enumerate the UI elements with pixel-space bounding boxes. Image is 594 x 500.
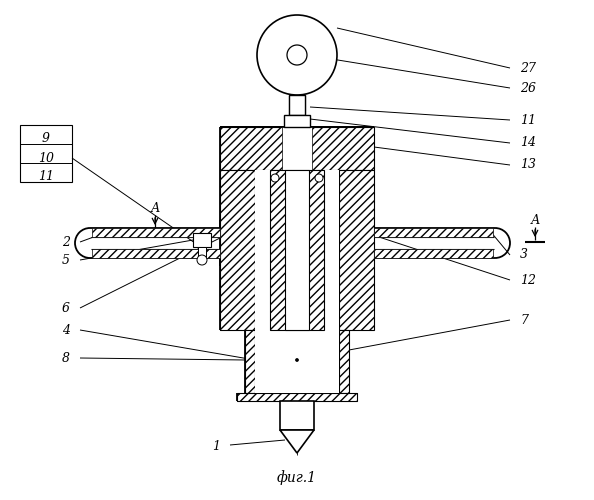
Polygon shape bbox=[280, 430, 314, 453]
Bar bbox=[270, 170, 324, 330]
Text: 8: 8 bbox=[62, 352, 70, 364]
Text: 14: 14 bbox=[520, 136, 536, 149]
Bar bbox=[255, 170, 339, 330]
Bar bbox=[374, 249, 493, 258]
Text: 3: 3 bbox=[520, 248, 528, 262]
Bar bbox=[220, 127, 374, 170]
Bar bbox=[339, 330, 349, 393]
Bar bbox=[220, 170, 255, 330]
Text: А: А bbox=[530, 214, 540, 226]
Bar bbox=[280, 401, 314, 430]
Circle shape bbox=[295, 358, 299, 362]
Bar bbox=[374, 228, 493, 237]
Text: 27: 27 bbox=[520, 62, 536, 74]
Circle shape bbox=[257, 15, 337, 95]
Bar bbox=[339, 170, 374, 330]
Text: 11: 11 bbox=[520, 114, 536, 126]
Circle shape bbox=[315, 174, 323, 182]
Bar bbox=[193, 233, 211, 247]
Bar bbox=[20, 125, 72, 182]
Text: 7: 7 bbox=[520, 314, 528, 326]
Bar bbox=[284, 115, 310, 127]
Bar bbox=[289, 95, 305, 115]
Text: 4: 4 bbox=[62, 324, 70, 336]
Text: 26: 26 bbox=[520, 82, 536, 94]
Bar bbox=[237, 393, 357, 401]
Circle shape bbox=[197, 255, 207, 265]
Bar bbox=[255, 330, 339, 393]
Text: 11: 11 bbox=[38, 170, 54, 183]
Text: 10: 10 bbox=[38, 152, 54, 164]
Circle shape bbox=[287, 45, 307, 65]
Text: 6: 6 bbox=[62, 302, 70, 314]
Text: 1: 1 bbox=[212, 440, 220, 454]
Bar bbox=[245, 330, 255, 393]
Text: 12: 12 bbox=[520, 274, 536, 286]
Circle shape bbox=[271, 174, 279, 182]
Text: 9: 9 bbox=[42, 132, 50, 145]
Bar bbox=[92, 249, 220, 258]
Bar bbox=[285, 170, 309, 330]
Text: фиг.1: фиг.1 bbox=[277, 470, 317, 486]
Text: 13: 13 bbox=[520, 158, 536, 172]
Bar bbox=[198, 247, 206, 257]
Text: 2: 2 bbox=[62, 236, 70, 248]
Text: А: А bbox=[150, 202, 160, 214]
Bar bbox=[282, 127, 312, 170]
Text: 5: 5 bbox=[62, 254, 70, 266]
Bar bbox=[92, 228, 220, 237]
